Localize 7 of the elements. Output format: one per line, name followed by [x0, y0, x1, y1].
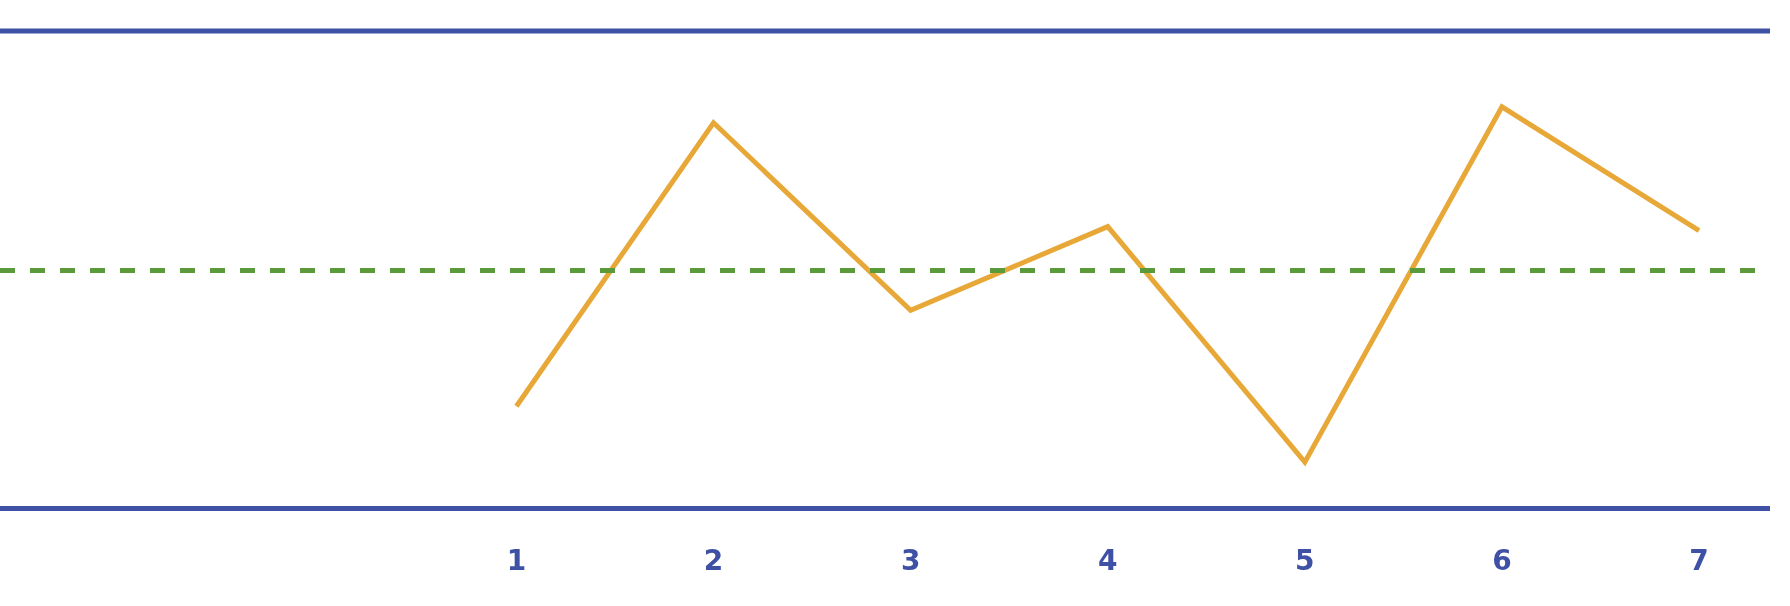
x-tick-label: 7: [1689, 543, 1709, 577]
x-tick-label: 5: [1295, 543, 1315, 577]
x-tick-label: 6: [1492, 543, 1512, 577]
x-tick-label: 2: [703, 543, 724, 577]
x-tick-label: 1: [506, 543, 527, 577]
x-tick-label: 3: [900, 543, 921, 577]
x-tick-label: 4: [1097, 543, 1118, 577]
